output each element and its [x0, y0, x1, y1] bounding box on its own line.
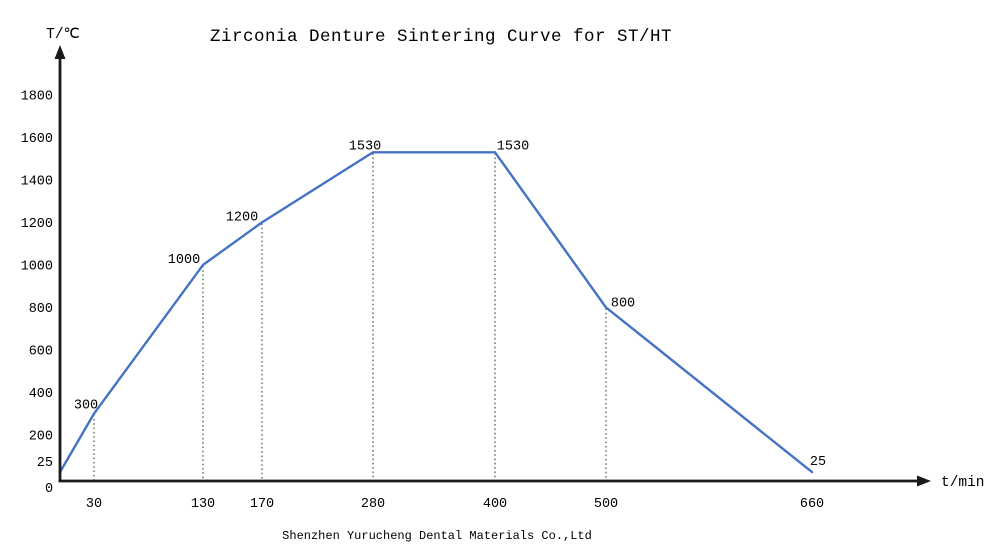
x-tick-label: 400	[483, 497, 507, 512]
point-label: 1000	[168, 253, 200, 268]
y-tick-label: 400	[29, 387, 53, 402]
y-axis-name: T/℃	[46, 27, 80, 43]
point-label: 300	[74, 399, 98, 414]
temperature-curve	[58, 151, 814, 474]
y-tick-label: 1600	[21, 132, 53, 147]
x-axis-arrow-icon	[917, 475, 931, 487]
y-tick-label: 600	[29, 344, 53, 359]
point-label: 1530	[497, 139, 529, 154]
y-tick-label: 1000	[21, 259, 53, 274]
y-tick-label: 1800	[21, 89, 53, 104]
x-tick-label: 170	[250, 497, 274, 512]
y-axis-arrow-icon	[54, 45, 66, 59]
y-tick-label: 1400	[21, 174, 53, 189]
y-tick-label: 25	[37, 456, 53, 471]
x-tick-label: 130	[191, 497, 215, 512]
x-tick-label: 280	[361, 497, 385, 512]
chart-title: Zirconia Denture Sintering Curve for ST/…	[209, 27, 673, 47]
x-axis-name: t/min	[941, 475, 985, 491]
origin-label: 0	[45, 482, 53, 497]
x-tick-label: 500	[594, 497, 618, 512]
y-tick-label: 1200	[21, 217, 53, 232]
point-label: 800	[611, 296, 635, 311]
point-label: 1530	[349, 139, 381, 154]
x-tick-label: 30	[86, 497, 102, 512]
y-tick-label: 800	[29, 302, 53, 317]
y-tick-label: 200	[29, 429, 53, 444]
company-name: Shenzhen Yurucheng Dental Materials Co.,…	[282, 529, 592, 543]
x-tick-label: 660	[800, 497, 824, 512]
point-label: 1200	[226, 210, 258, 225]
point-label: 25	[810, 455, 826, 470]
